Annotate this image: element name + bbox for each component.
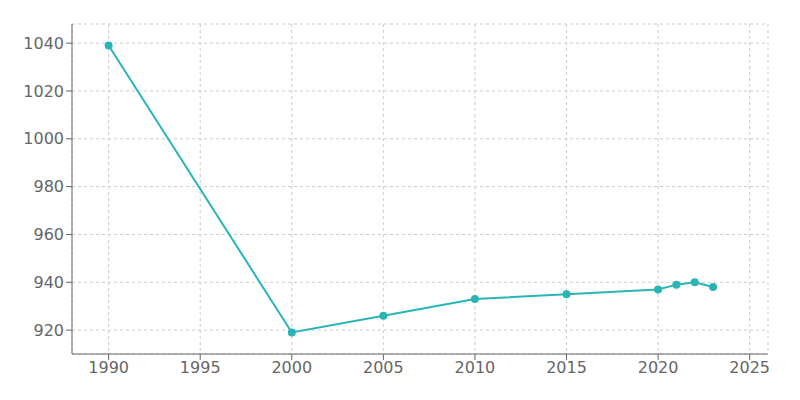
- svg-text:1040: 1040: [23, 34, 64, 53]
- svg-text:2000: 2000: [271, 358, 312, 377]
- svg-text:2020: 2020: [638, 358, 679, 377]
- svg-text:940: 940: [33, 273, 64, 292]
- svg-text:2005: 2005: [363, 358, 404, 377]
- svg-text:1990: 1990: [88, 358, 129, 377]
- svg-text:960: 960: [33, 225, 64, 244]
- svg-text:1020: 1020: [23, 82, 64, 101]
- svg-text:2025: 2025: [729, 358, 770, 377]
- svg-text:1995: 1995: [180, 358, 221, 377]
- svg-text:920: 920: [33, 321, 64, 340]
- svg-text:980: 980: [33, 177, 64, 196]
- svg-text:2010: 2010: [455, 358, 496, 377]
- svg-text:2015: 2015: [546, 358, 587, 377]
- svg-text:1000: 1000: [23, 129, 64, 148]
